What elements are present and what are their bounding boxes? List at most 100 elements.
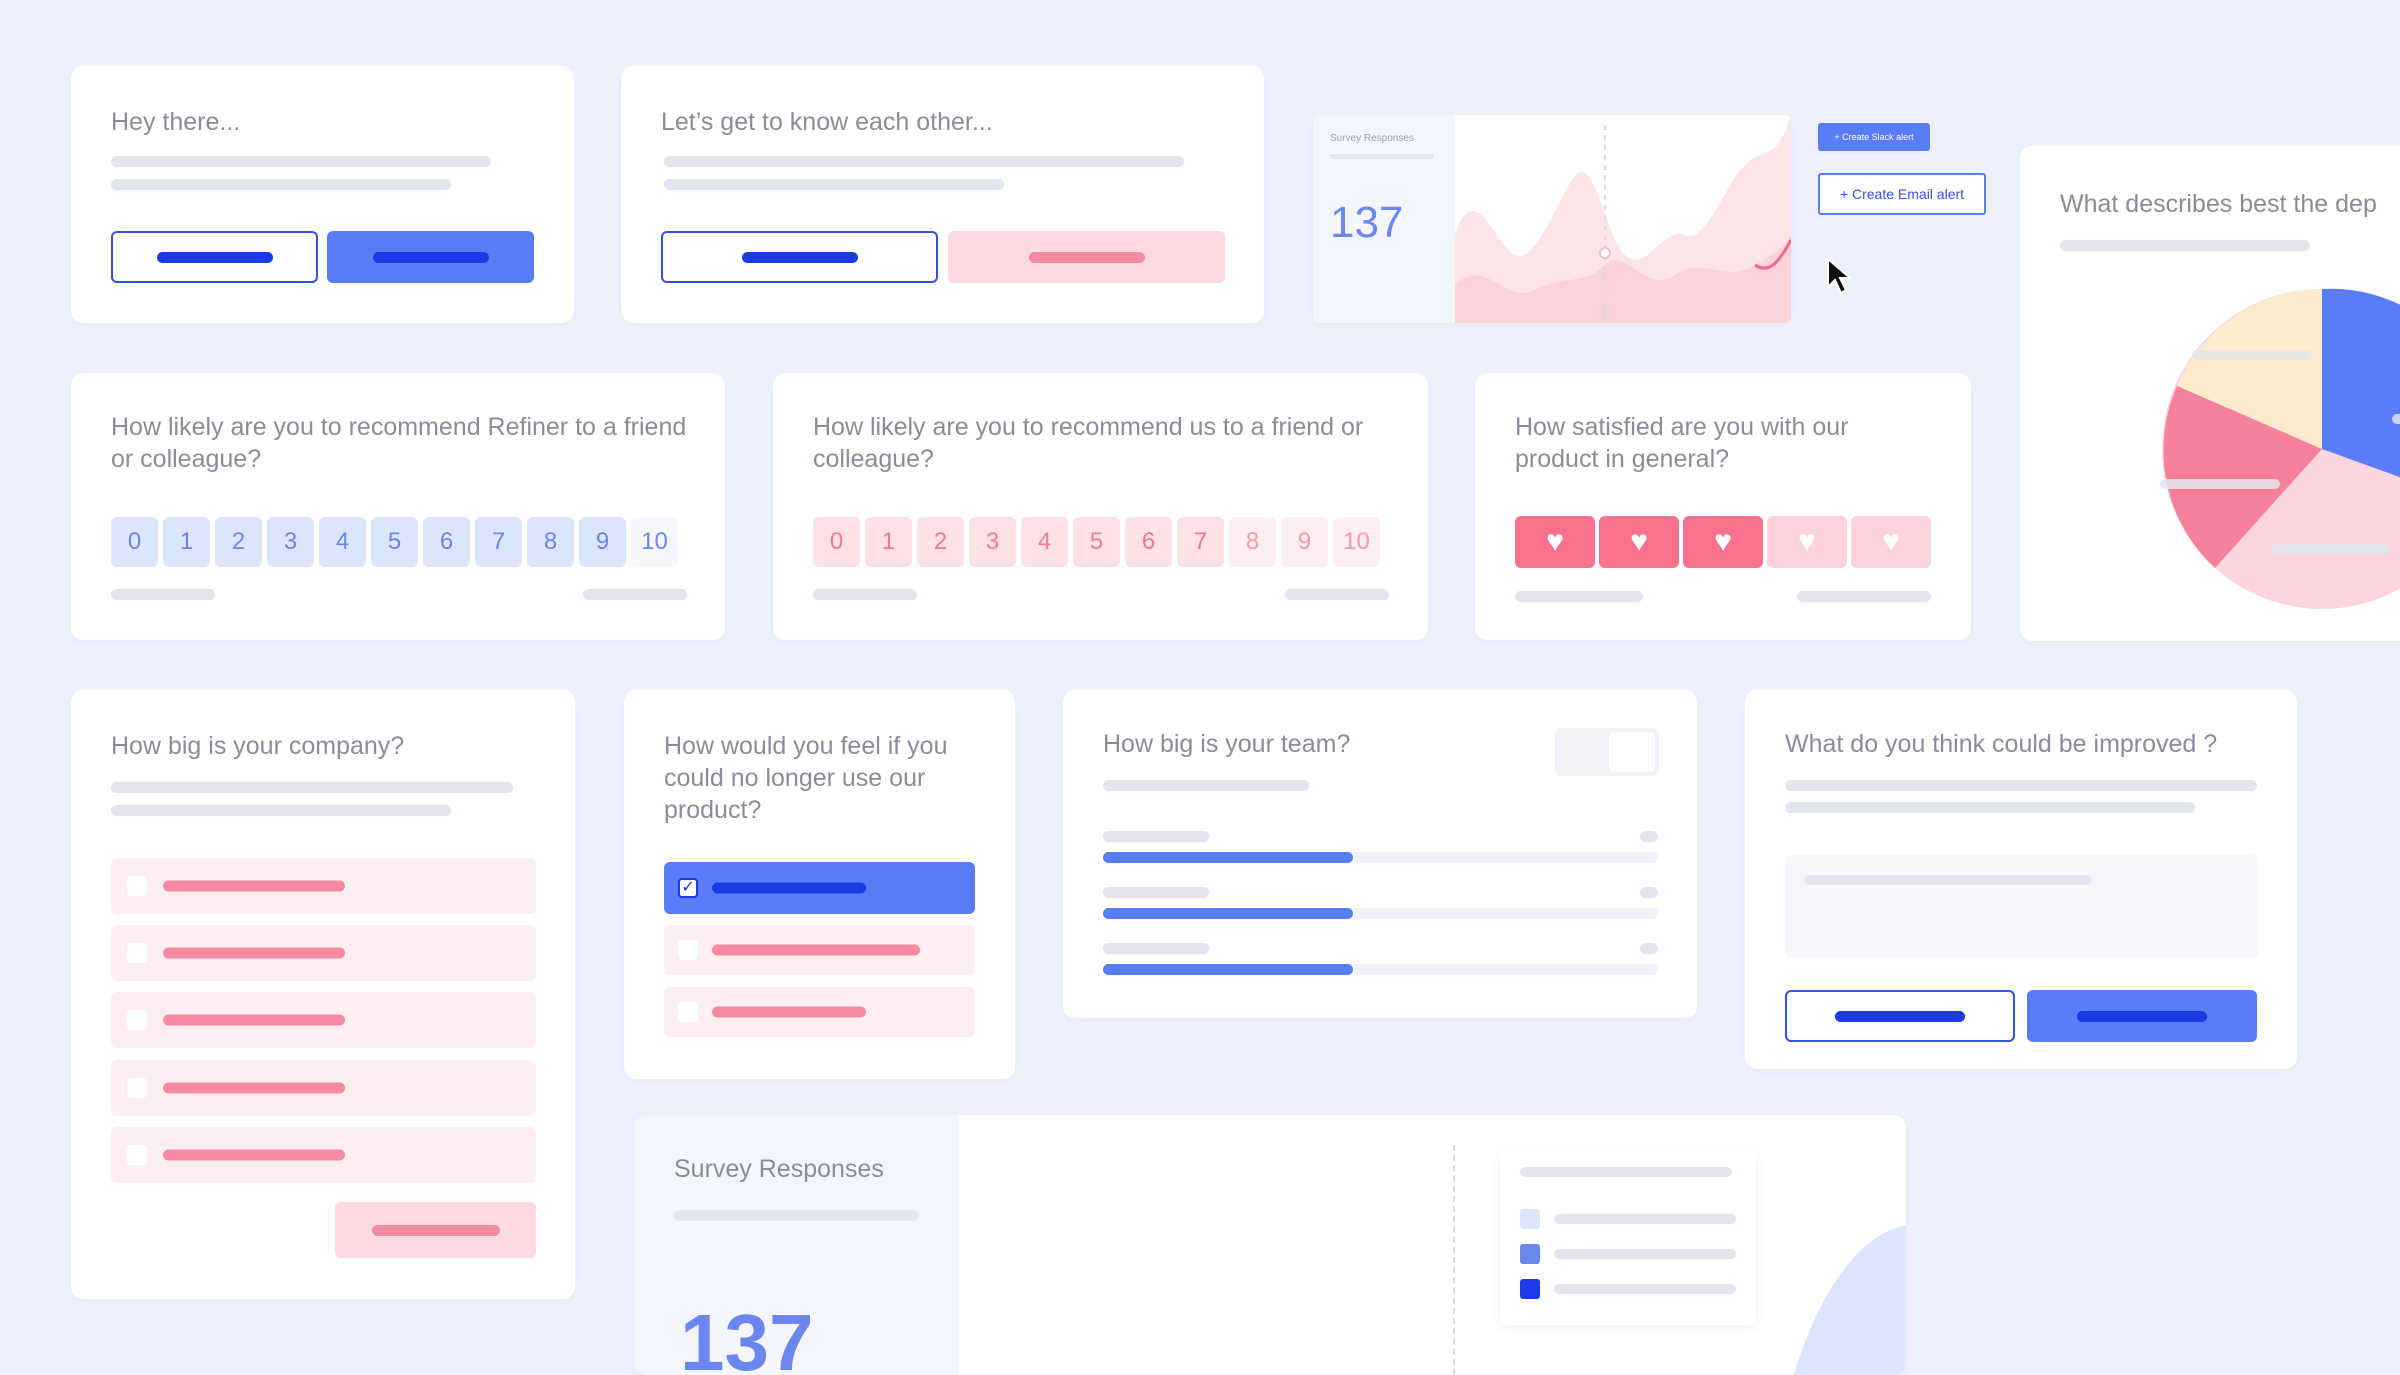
checkmark-icon[interactable]: ✓ bbox=[678, 878, 698, 898]
primary-button[interactable] bbox=[2027, 990, 2257, 1042]
checkbox-option[interactable] bbox=[664, 925, 975, 975]
heart-icon: ♥ bbox=[1882, 525, 1900, 558]
feel-question-card: How would you feel if you could no longe… bbox=[624, 690, 1015, 1079]
heart-rating-option[interactable]: ♥ bbox=[1683, 516, 1763, 568]
checkbox-option[interactable] bbox=[111, 1060, 536, 1116]
welcome-title: Hey there... bbox=[111, 108, 241, 136]
secondary-button[interactable] bbox=[661, 231, 938, 283]
company-size-card: How big is your company? bbox=[71, 690, 575, 1299]
checkbox[interactable] bbox=[127, 1145, 147, 1165]
text-placeholder bbox=[1330, 154, 1434, 159]
heart-icon: ♥ bbox=[1630, 525, 1648, 558]
text-placeholder bbox=[1785, 802, 2195, 813]
text-placeholder bbox=[1640, 831, 1658, 842]
heart-icon: ♥ bbox=[1714, 525, 1732, 558]
scale-option[interactable]: 1 bbox=[865, 517, 912, 567]
area-chart bbox=[1455, 115, 1791, 323]
checkbox-option[interactable] bbox=[664, 987, 975, 1037]
checkbox[interactable] bbox=[127, 876, 147, 896]
text-placeholder bbox=[674, 1210, 919, 1221]
scale-max-label-placeholder bbox=[1797, 591, 1931, 602]
scale-option[interactable]: 7 bbox=[1177, 517, 1224, 567]
scale-option[interactable]: 3 bbox=[267, 517, 314, 567]
scale-option[interactable]: 0 bbox=[813, 517, 860, 567]
scale-option[interactable]: 4 bbox=[1021, 517, 1068, 567]
scale-option[interactable]: 5 bbox=[1073, 517, 1120, 567]
satisfaction-question: How satisfied are you with our product i… bbox=[1515, 413, 1849, 473]
create-slack-alert-button[interactable]: + Create Slack alert bbox=[1818, 123, 1930, 151]
widget-label: Survey Responses bbox=[1330, 133, 1414, 144]
heart-rating: ♥ ♥ ♥ ♥ ♥ bbox=[1515, 516, 1931, 568]
submit-button[interactable] bbox=[335, 1202, 536, 1258]
scale-option[interactable]: 1 bbox=[163, 517, 210, 567]
text-placeholder bbox=[1103, 831, 1209, 842]
scale-option[interactable]: 6 bbox=[423, 517, 470, 567]
text-placeholder bbox=[1640, 887, 1658, 898]
primary-button[interactable] bbox=[948, 231, 1225, 283]
heart-rating-option[interactable]: ♥ bbox=[1515, 516, 1595, 568]
scale-option[interactable]: 10 bbox=[1333, 517, 1380, 567]
checkbox[interactable] bbox=[127, 1078, 147, 1098]
checkbox-option[interactable] bbox=[111, 925, 536, 981]
text-placeholder bbox=[111, 782, 513, 793]
checkbox[interactable] bbox=[127, 1010, 147, 1030]
nps-us-question: How likely are you to recommend us to a … bbox=[813, 413, 1364, 473]
create-email-alert-button[interactable]: + Create Email alert bbox=[1818, 173, 1986, 215]
scale-option[interactable]: 9 bbox=[1281, 517, 1328, 567]
chart-legend bbox=[1500, 1151, 1756, 1325]
checkbox[interactable] bbox=[678, 940, 698, 960]
feedback-textarea[interactable] bbox=[1785, 855, 2258, 958]
heart-rating-option[interactable]: ♥ bbox=[1767, 516, 1847, 568]
scale-option[interactable]: 10 bbox=[631, 517, 678, 567]
bottom-response-count: 137 bbox=[680, 1298, 814, 1375]
pie-question-card: What describes best the dep bbox=[2020, 146, 2400, 641]
scale-max-label-placeholder bbox=[583, 589, 687, 600]
checkbox[interactable] bbox=[127, 943, 147, 963]
scale-option[interactable]: 6 bbox=[1125, 517, 1172, 567]
secondary-button[interactable] bbox=[1785, 990, 2015, 1042]
checkbox-option[interactable] bbox=[111, 858, 536, 914]
legend-swatch bbox=[1520, 1209, 1540, 1229]
scale-option[interactable]: 9 bbox=[579, 517, 626, 567]
scale-max-label-placeholder bbox=[1285, 589, 1389, 600]
intro-title: Let’s get to know each other... bbox=[661, 108, 993, 136]
scale-option[interactable]: 7 bbox=[475, 517, 522, 567]
scale-min-label-placeholder bbox=[813, 589, 917, 600]
text-placeholder bbox=[1640, 943, 1658, 954]
selected-option[interactable]: ✓ bbox=[664, 862, 975, 914]
checkbox-option[interactable] bbox=[111, 992, 536, 1048]
text-placeholder bbox=[2060, 240, 2310, 251]
scale-option[interactable]: 0 bbox=[111, 517, 158, 567]
secondary-button[interactable] bbox=[111, 231, 318, 283]
area-chart bbox=[1794, 1225, 1906, 1375]
progress-bar bbox=[1103, 852, 1658, 863]
checkbox-option[interactable] bbox=[111, 1127, 536, 1183]
text-placeholder bbox=[111, 805, 451, 816]
scale-option[interactable]: 4 bbox=[319, 517, 366, 567]
pie-chart bbox=[2160, 288, 2400, 609]
pie-question-title: What describes best the dep bbox=[2060, 190, 2377, 218]
heart-rating-option[interactable]: ♥ bbox=[1851, 516, 1931, 568]
scale-option[interactable]: 8 bbox=[1229, 517, 1276, 567]
primary-button[interactable] bbox=[327, 231, 534, 283]
heart-rating-option[interactable]: ♥ bbox=[1599, 516, 1679, 568]
checkbox[interactable] bbox=[678, 1002, 698, 1022]
improve-card: What do you think could be improved ? bbox=[1745, 690, 2297, 1069]
nps-refiner-card: How likely are you to recommend Refiner … bbox=[71, 373, 725, 640]
cursor-icon bbox=[1827, 257, 1853, 295]
text-placeholder bbox=[1785, 780, 2257, 791]
scale-option[interactable]: 5 bbox=[371, 517, 418, 567]
team-size-question: How big is your team? bbox=[1103, 730, 1351, 758]
scale-option[interactable]: 8 bbox=[527, 517, 574, 567]
text-placeholder bbox=[111, 179, 451, 190]
nps-scale: 0 1 2 3 4 5 6 7 8 9 10 bbox=[111, 517, 678, 567]
heart-icon: ♥ bbox=[1546, 525, 1564, 558]
text-placeholder bbox=[1103, 943, 1209, 954]
scale-option[interactable]: 3 bbox=[969, 517, 1016, 567]
scale-option[interactable]: 2 bbox=[917, 517, 964, 567]
toggle-switch[interactable] bbox=[1555, 728, 1659, 776]
scale-option[interactable]: 2 bbox=[215, 517, 262, 567]
response-count: 137 bbox=[1330, 198, 1404, 247]
slack-alert-label: + Create Slack alert bbox=[1834, 132, 1914, 142]
nps-us-card: How likely are you to recommend us to a … bbox=[773, 373, 1428, 640]
